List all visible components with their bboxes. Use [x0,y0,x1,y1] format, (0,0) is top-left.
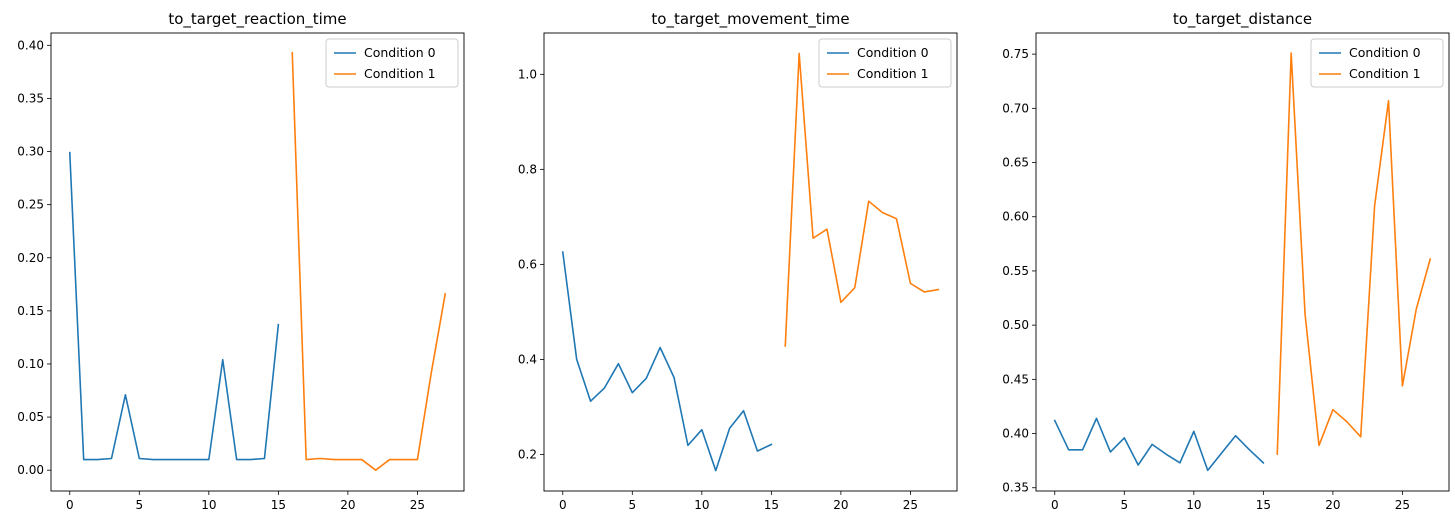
x-tick-label: 5 [1120,498,1128,512]
x-tick-label: 20 [1325,498,1340,512]
y-tick-label: 0.40 [17,38,44,52]
legend-label: Condition 0 [1349,45,1421,60]
subplot-title: to_target_movement_time [651,10,849,29]
x-tick-label: 25 [903,498,918,512]
y-tick-label: 0.75 [1002,47,1029,61]
subplot-title: to_target_reaction_time [168,10,346,29]
y-tick-label: 0.8 [518,162,537,176]
legend: Condition 0 Condition 1 [818,38,952,88]
y-tick-label: 0.6 [518,257,537,271]
y-tick-label: 0.40 [1002,427,1029,441]
series-line-condition-1 [784,52,940,347]
y-tick-label: 0.50 [1002,318,1029,332]
x-tick-label: 10 [694,498,709,512]
y-tick-label: 1.0 [518,67,537,81]
x-tick-label: 25 [410,498,425,512]
subplot-1: to_target_movement_time 0 5 10 15 20 25 0.2 0.4 0… [518,10,958,512]
axes-frame [50,32,465,492]
series-line-condition-0 [1053,417,1265,472]
x-tick-label: 25 [1395,498,1410,512]
x-tick-label: 10 [1186,498,1201,512]
y-tick-label: 0.10 [17,357,44,371]
x-tick-label: 10 [201,498,216,512]
y-tick-label: 0.00 [17,463,44,477]
y-tick-label: 0.70 [1002,101,1029,115]
y-tick-label: 0.05 [17,410,44,424]
legend-label: Condition 0 [857,45,929,60]
x-tick-label: 15 [764,498,779,512]
x-tick-label: 5 [628,498,636,512]
legend-box [1310,38,1444,88]
legend-label: Condition 0 [364,45,436,60]
x-tick-label: 20 [833,498,848,512]
y-tick-label: 0.20 [17,251,44,265]
subplot-title: to_target_distance [1173,10,1312,29]
x-tick-label: 5 [135,498,143,512]
axes-frame [543,32,958,492]
subplot-0: to_target_reaction_time 0 5 10 15 20 25 0.00 0.0… [17,10,465,512]
series-line-condition-0 [68,151,280,461]
y-tick-label: 0.15 [17,304,44,318]
x-tick-label: 0 [559,498,567,512]
legend-label: Condition 1 [364,66,436,81]
y-tick-label: 0.35 [1002,481,1029,495]
y-tick-label: 0.65 [1002,156,1029,170]
y-tick-label: 0.4 [518,352,537,366]
axes-frame [1035,32,1450,492]
x-tick-label: 20 [340,498,355,512]
legend-box [325,38,459,88]
legend: Condition 0 Condition 1 [1310,38,1444,88]
y-tick-label: 0.30 [17,145,44,159]
y-tick-label: 0.60 [1002,210,1029,224]
y-tick-label: 0.2 [518,447,537,461]
y-tick-label: 0.45 [1002,372,1029,386]
x-tick-label: 15 [271,498,286,512]
x-tick-label: 0 [1051,498,1059,512]
legend: Condition 0 Condition 1 [325,38,459,88]
series-line-condition-1 [1276,52,1432,455]
y-tick-label: 0.35 [17,91,44,105]
legend-label: Condition 1 [857,66,929,81]
subplot-2: to_target_distance 0 5 10 15 20 25 0.35 0.40 0.45… [1002,10,1450,512]
y-tick-label: 0.55 [1002,264,1029,278]
x-tick-label: 15 [1256,498,1271,512]
x-tick-label: 0 [66,498,74,512]
series-line-condition-0 [561,251,773,472]
legend-label: Condition 1 [1349,66,1421,81]
legend-box [818,38,952,88]
y-tick-label: 0.25 [17,198,44,212]
series-line-condition-1 [291,51,447,471]
